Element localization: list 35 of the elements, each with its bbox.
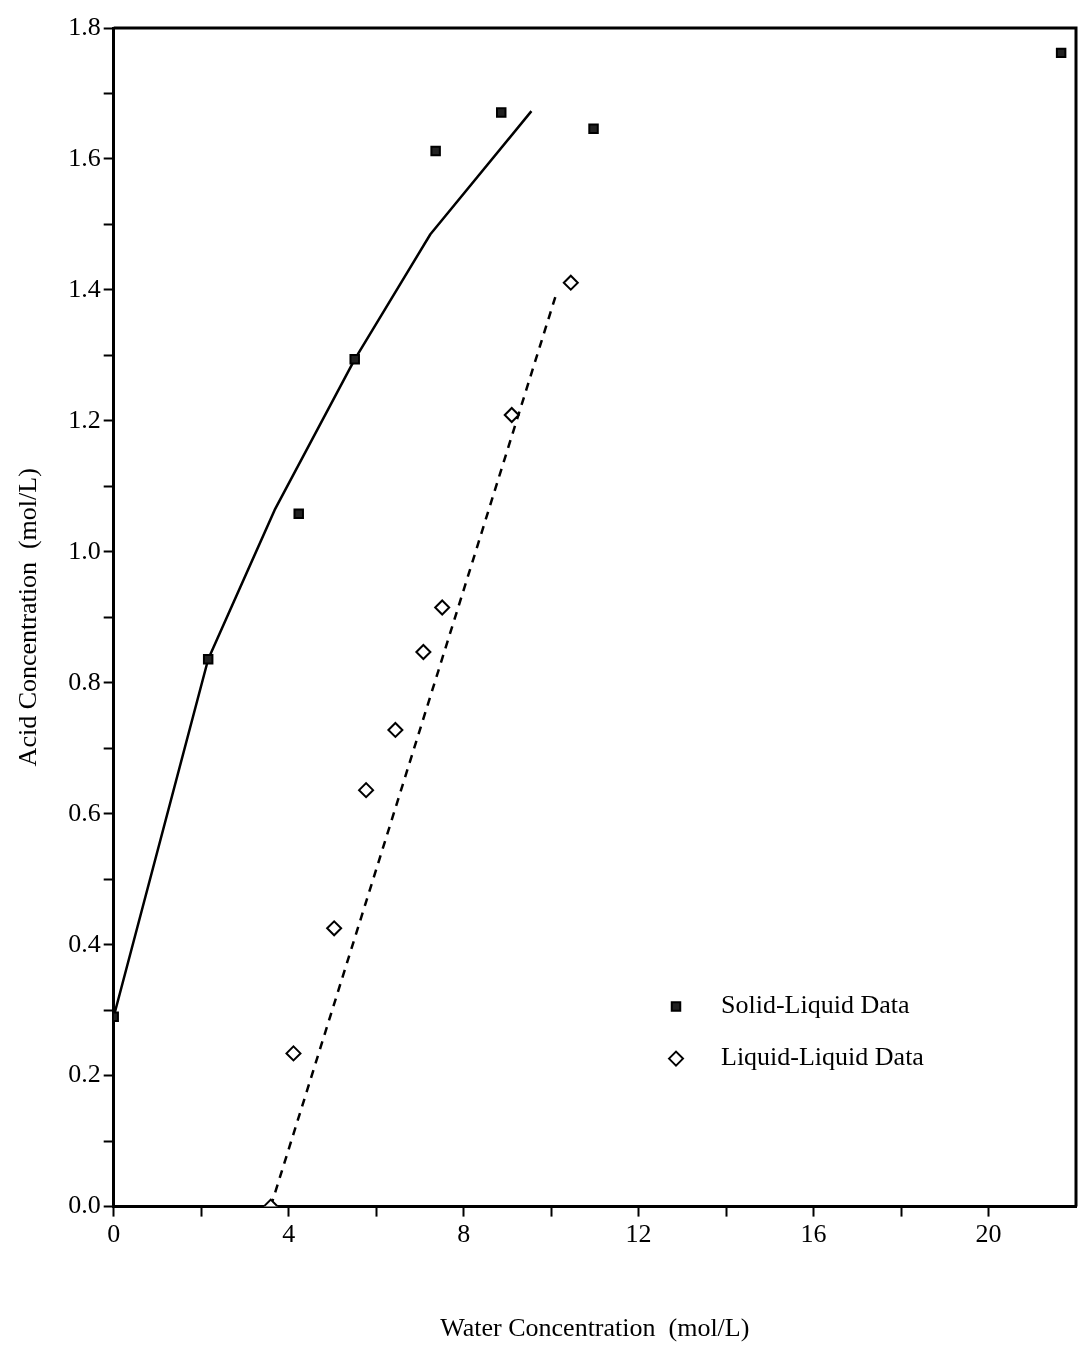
point: [285, 1045, 302, 1062]
point: [496, 107, 507, 118]
point: [387, 721, 404, 738]
x-tick-label: 16: [800, 1219, 827, 1249]
x-axis-title: Water Concentration (mol/L): [440, 1313, 750, 1343]
point: [430, 145, 441, 157]
point: [415, 644, 432, 660]
point: [588, 123, 599, 135]
y-tick-label: 1.6: [68, 142, 101, 172]
y-tick-label: 1.0: [68, 535, 101, 565]
point: [326, 920, 343, 937]
y-tick-label: 1.4: [68, 273, 101, 303]
y-tick-label: 0.2: [68, 1059, 101, 1089]
y-tick-label: 0.6: [68, 797, 101, 827]
point: [293, 508, 304, 520]
y-axis-title: Acid Concentration (mol/L): [13, 468, 43, 767]
y-tick-label: 1.2: [68, 404, 101, 434]
x-tick-label: 12: [625, 1219, 652, 1249]
y-tick-label: 0.4: [68, 928, 101, 958]
x-tick-label: 20: [975, 1219, 1002, 1249]
legend-label: Liquid-Liquid Data: [721, 1042, 925, 1072]
x-tick-label: 0: [107, 1219, 121, 1249]
legend-label: Solid-Liquid Data: [721, 990, 910, 1020]
x-tick-label: 8: [457, 1219, 471, 1249]
point: [1055, 47, 1067, 59]
point: [434, 599, 451, 616]
y-tick-label: 0.0: [68, 1190, 101, 1220]
point: [562, 274, 579, 291]
point: [349, 354, 360, 365]
x-tick-label: 4: [282, 1219, 296, 1249]
point: [358, 782, 375, 799]
point: [503, 406, 520, 423]
y-tick-label: 0.8: [68, 666, 101, 696]
y-tick-label: 1.8: [68, 11, 101, 41]
point: [202, 653, 214, 665]
